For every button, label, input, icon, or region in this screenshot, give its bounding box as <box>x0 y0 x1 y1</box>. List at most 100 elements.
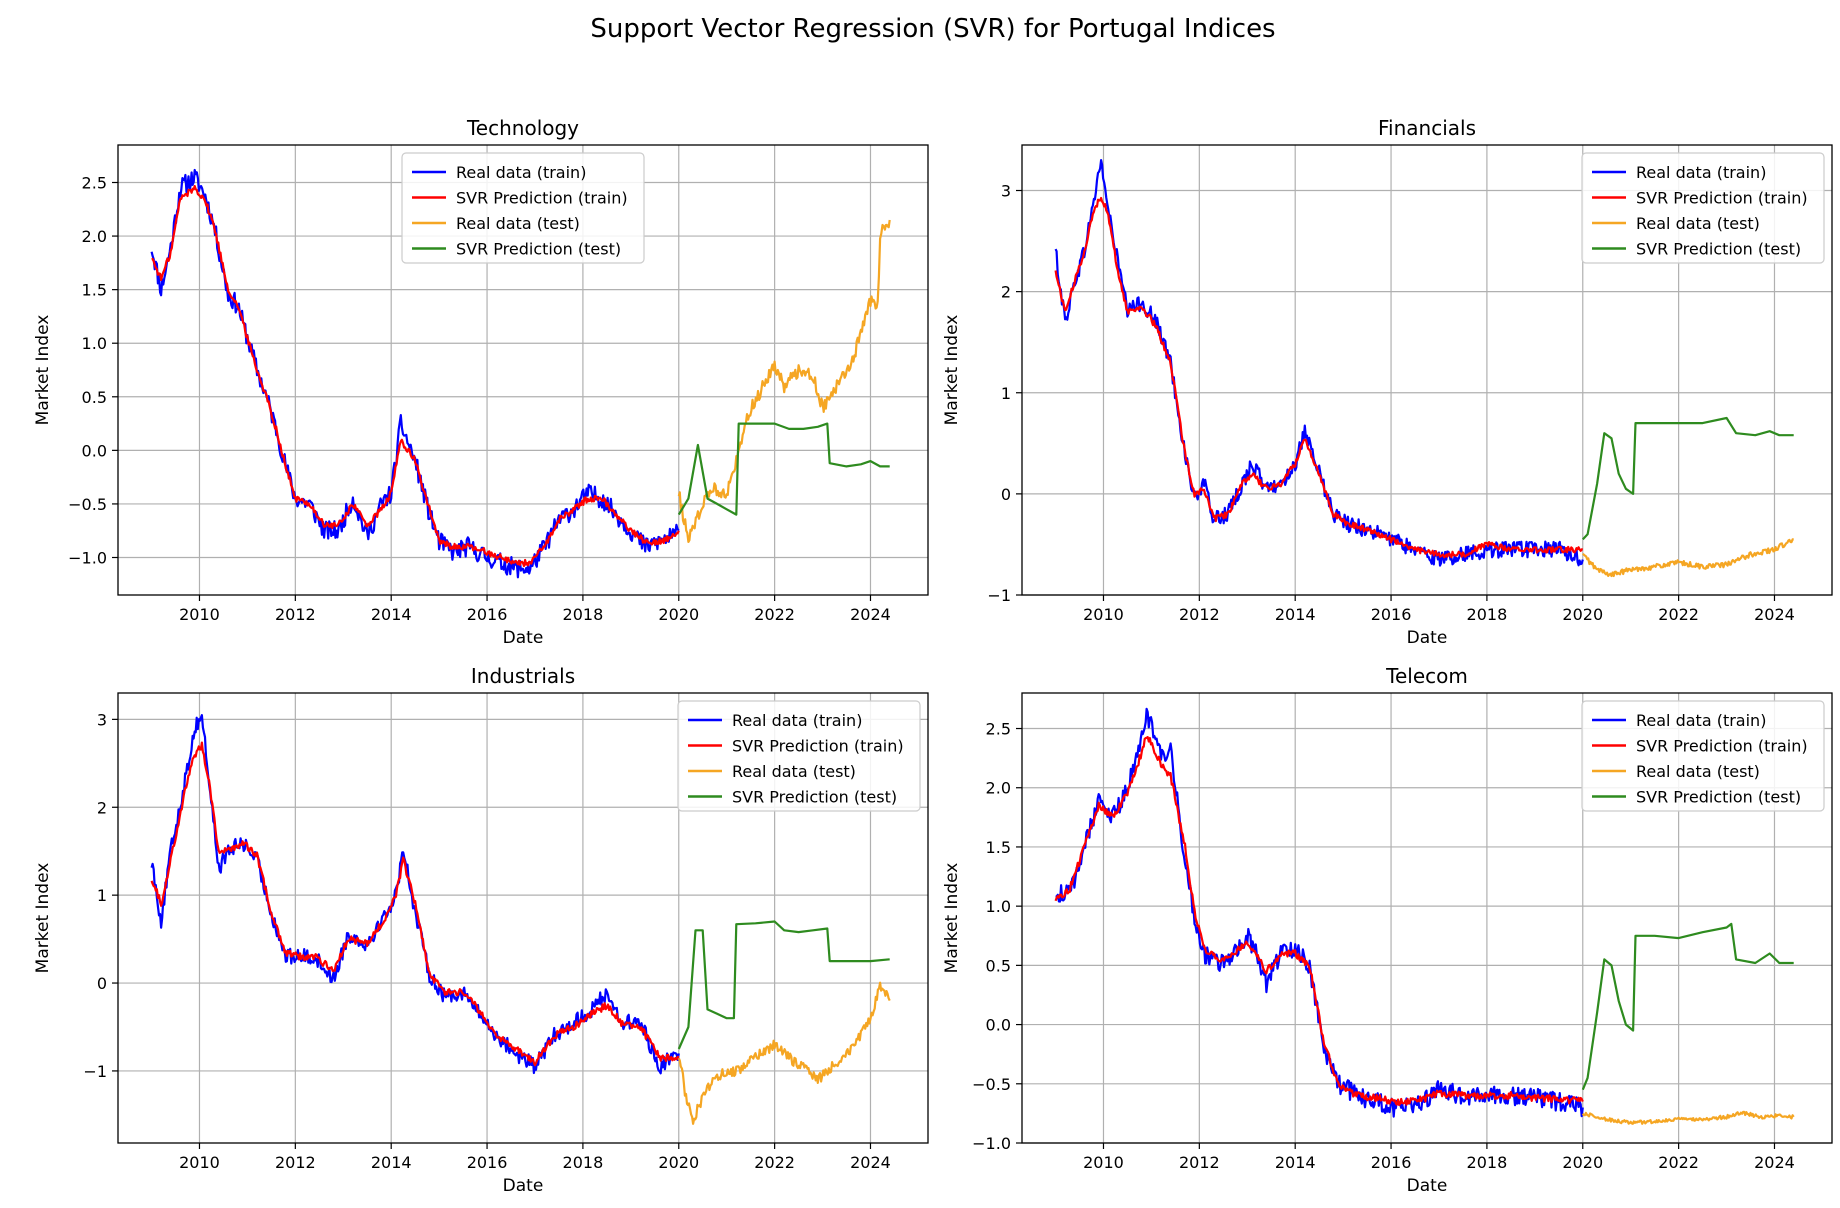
subplot-grid: 2010 2012 2014 2016 2018 2020 2022 2024−1.0−0.5… <box>33 116 1833 1196</box>
technology-ytick-label-1: −0.5 <box>68 495 107 514</box>
financials-xtick-label-2014: 2014 <box>1275 605 1316 624</box>
industrials-xtick-label-2014: 2014 <box>371 1153 412 1172</box>
financials-ytick-label-1: 0 <box>1001 485 1011 504</box>
technology-xtick-label-2014: 2014 <box>371 605 412 624</box>
telecom-axes-frame <box>1021 692 1833 1144</box>
industrials-ylabel: Market Index <box>33 863 53 974</box>
telecom-ytick-label-2: 0.0 <box>986 1016 1011 1035</box>
industrials-ytick-label-3: 2 <box>97 798 107 817</box>
financials-xtick-label-2024: 2024 <box>1754 605 1795 624</box>
telecom-legend-box <box>1581 700 1825 812</box>
telecom-ytick-label-4: 1.0 <box>986 897 1011 916</box>
telecom-xtick-label-2020: 2020 <box>1562 1153 1603 1172</box>
technology-legend-label-svr-prediction-test: SVR Prediction (test) <box>456 240 621 259</box>
financials-xtick-label-2012: 2012 <box>1179 605 1220 624</box>
telecom-series-svr-prediction-train <box>1054 736 1584 1106</box>
figure-title: Support Vector Regression (SVR) for Port… <box>590 14 1275 44</box>
financials-ytick-label-3: 2 <box>1001 283 1011 302</box>
industrials-legend-label-svr-prediction-test: SVR Prediction (test) <box>732 788 897 807</box>
telecom-ytick-label-3: 0.5 <box>986 956 1011 975</box>
technology-axes-frame <box>117 144 929 596</box>
telecom-series-svr-prediction-test <box>1581 922 1794 1091</box>
financials-series-svr-prediction-test <box>1581 416 1794 541</box>
industrials-legend: Real data (train) SVR Prediction (train) R… <box>677 700 921 812</box>
financials-ytick-label-4: 3 <box>1001 182 1011 201</box>
telecom-xtick-label-2016: 2016 <box>1371 1153 1412 1172</box>
industrials-legend-label-svr-prediction-train: SVR Prediction (train) <box>732 737 904 756</box>
telecom-ytick-label-1: −0.5 <box>972 1075 1011 1094</box>
technology-ytick-label-2: 0.0 <box>82 441 107 460</box>
technology-xtick-label-2024: 2024 <box>850 605 891 624</box>
industrials-xtick-label-2020: 2020 <box>658 1153 699 1172</box>
financials-legend-label-real-data-train: Real data (train) <box>1636 163 1766 182</box>
industrials-legend-box <box>677 700 921 812</box>
telecom-series-group <box>1054 707 1795 1125</box>
telecom-xtick-label-2024: 2024 <box>1754 1153 1795 1172</box>
industrials-series-svr-prediction-test <box>677 920 890 1050</box>
financials-xtick-label-2020: 2020 <box>1562 605 1603 624</box>
financials-ytick-label-0: −1 <box>987 586 1011 605</box>
financials-title: Financials <box>1378 116 1476 140</box>
industrials-ytick-label-2: 1 <box>97 886 107 905</box>
telecom-xtick-label-2014: 2014 <box>1275 1153 1316 1172</box>
technology-xtick-label-2012: 2012 <box>275 605 316 624</box>
industrials-ytick-label-1: 0 <box>97 974 107 993</box>
telecom-legend: Real data (train) SVR Prediction (train) R… <box>1581 700 1825 812</box>
technology-series-real-data-test <box>677 219 891 543</box>
financials-ytick-label-2: 1 <box>1001 384 1011 403</box>
technology-xtick-label-2022: 2022 <box>754 605 795 624</box>
industrials-xtick-label-2024: 2024 <box>850 1153 891 1172</box>
financials-ylabel: Market Index <box>942 315 962 426</box>
technology-legend-label-svr-prediction-train: SVR Prediction (train) <box>456 189 628 208</box>
technology-ytick-label-4: 1.0 <box>82 334 107 353</box>
technology-legend-label-real-data-test: Real data (test) <box>456 214 580 233</box>
technology-ytick-label-3: 0.5 <box>82 388 107 407</box>
financials-xtick-label-2010: 2010 <box>1083 605 1124 624</box>
telecom-series-real-data-train <box>1055 707 1584 1118</box>
industrials-xtick-label-2018: 2018 <box>563 1153 604 1172</box>
technology-legend-box <box>401 152 645 264</box>
technology-ylabel: Market Index <box>33 315 53 426</box>
subplot-financials: 2010 2012 2014 2016 2018 2020 2022 2024 −1 0 1 2 3 Fi… <box>942 116 1833 648</box>
industrials-series-svr-prediction-train <box>150 741 680 1067</box>
industrials-legend-label-real-data-train: Real data (train) <box>732 711 862 730</box>
financials-xlabel: Date <box>1407 628 1448 648</box>
technology-series-group <box>150 168 891 579</box>
telecom-ytick-label-0: −1.0 <box>972 1134 1011 1153</box>
financials-xtick-label-2016: 2016 <box>1371 605 1412 624</box>
industrials-series-real-data-test <box>677 981 891 1125</box>
telecom-legend-label-real-data-train: Real data (train) <box>1636 711 1766 730</box>
telecom-legend-label-svr-prediction-test: SVR Prediction (test) <box>1636 788 1801 807</box>
financials-series-svr-prediction-train <box>1054 196 1583 559</box>
telecom-legend-label-svr-prediction-train: SVR Prediction (train) <box>1636 737 1808 756</box>
technology-ytick-label-5: 1.5 <box>82 281 107 300</box>
subplot-industrials: 2010 2012 2014 2016 2018 2020 2022 2024 −1 0 1 2 3 In… <box>33 664 929 1196</box>
industrials-axes-frame <box>117 692 929 1144</box>
telecom-xtick-label-2022: 2022 <box>1658 1153 1699 1172</box>
telecom-xtick-label-2018: 2018 <box>1467 1153 1508 1172</box>
technology-xtick-label-2016: 2016 <box>467 605 508 624</box>
telecom-ylabel: Market Index <box>942 863 962 974</box>
technology-legend: Real data (train) SVR Prediction (train) R… <box>401 152 645 264</box>
industrials-ytick-label-4: 3 <box>97 710 107 729</box>
financials-legend-label-svr-prediction-test: SVR Prediction (test) <box>1636 240 1801 259</box>
technology-xtick-label-2010: 2010 <box>179 605 220 624</box>
telecom-series-real-data-test <box>1581 1110 1795 1125</box>
financials-xtick-label-2018: 2018 <box>1467 605 1508 624</box>
telecom-ytick-label-6: 2.0 <box>986 779 1011 798</box>
technology-ytick-label-0: −1.0 <box>68 549 107 568</box>
technology-ytick-label-7: 2.5 <box>82 174 107 193</box>
telecom-xlabel: Date <box>1407 1176 1448 1196</box>
financials-xtick-label-2022: 2022 <box>1658 605 1699 624</box>
financials-axes-frame <box>1021 144 1833 596</box>
technology-series-svr-prediction-test <box>677 422 890 516</box>
telecom-legend-label-real-data-test: Real data (test) <box>1636 762 1760 781</box>
telecom-xtick-label-2010: 2010 <box>1083 1153 1124 1172</box>
industrials-ytick-label-0: −1 <box>83 1062 107 1081</box>
technology-xtick-label-2018: 2018 <box>563 605 604 624</box>
technology-ytick-label-6: 2.0 <box>82 227 107 246</box>
telecom-ytick-label-5: 1.5 <box>986 838 1011 857</box>
financials-legend-label-real-data-test: Real data (test) <box>1636 214 1760 233</box>
technology-legend-label-real-data-train: Real data (train) <box>456 163 586 182</box>
